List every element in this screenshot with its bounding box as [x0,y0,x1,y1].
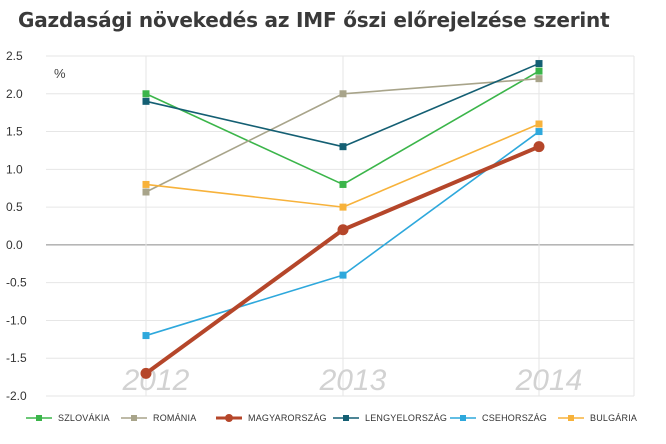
y-tick-label: 2.0 [6,87,23,101]
y-tick-label: 1.5 [6,125,23,139]
data-point-csehorszag [535,128,543,136]
y-tick-label: -1.5 [6,351,27,365]
data-point-bulgaria [339,203,347,211]
y-tick-label: -1.0 [6,313,27,327]
data-point-lengyelorszag [142,97,150,105]
data-point-magyarorszag [337,224,349,236]
legend-label: LENGYELORSZÁG [365,413,448,423]
y-tick-label: 2.5 [6,49,23,63]
y-tick-label: 0.5 [6,200,23,214]
data-point-bulgaria [142,180,150,188]
legend-item: CSEHORSZÁG [450,410,547,426]
x-tick-label: 2013 [319,364,387,397]
data-point-csehorszag [142,332,150,340]
data-point-lengyelorszag [535,60,543,68]
y-tick-label: 1.0 [6,162,23,176]
data-point-romania [535,75,543,83]
legend-label: CSEHORSZÁG [482,413,548,423]
data-point-szlovakia [535,67,543,75]
y-unit-label: % [54,66,66,81]
legend-item: BULGÁRIA [558,410,637,426]
y-tick-label: -0.5 [6,276,27,290]
legend-item: LENGYELORSZÁG [333,410,447,426]
legend-item: MAGYARORSZÁG [216,410,327,426]
data-point-csehorszag [339,271,347,279]
legend-swatch [216,414,242,422]
data-point-magyarorszag [140,367,152,379]
legend-swatch [26,415,52,421]
data-point-szlovakia [339,180,347,188]
chart-title: Gazdasági növekedés az IMF őszi előrejel… [18,8,610,32]
legend-item: SZLOVÁKIA [26,410,110,426]
legend-label: BULGÁRIA [590,413,638,423]
x-tick-label: 2012 [122,364,190,397]
legend: SZLOVÁKIA ROMÁNIA MAGYARORSZÁG LENGYELORSZÁ… [26,410,656,426]
data-point-magyarorszag [533,141,545,153]
data-point-szlovakia [142,90,150,98]
legend-item: ROMÁNIA [121,410,196,426]
legend-label: ROMÁNIA [153,413,197,423]
y-tick-label: 0.0 [6,238,23,252]
x-tick-label: 2014 [515,364,583,397]
data-point-romania [339,90,347,98]
data-point-lengyelorszag [339,143,347,151]
legend-swatch [333,415,359,421]
data-point-romania [142,188,150,196]
data-point-bulgaria [535,120,543,128]
legend-swatch [121,415,147,421]
legend-label: SZLOVÁKIA [58,413,110,423]
legend-swatch [450,415,476,421]
y-tick-label: -2.0 [6,389,27,403]
legend-swatch [558,415,584,421]
legend-label: MAGYARORSZÁG [248,413,327,423]
